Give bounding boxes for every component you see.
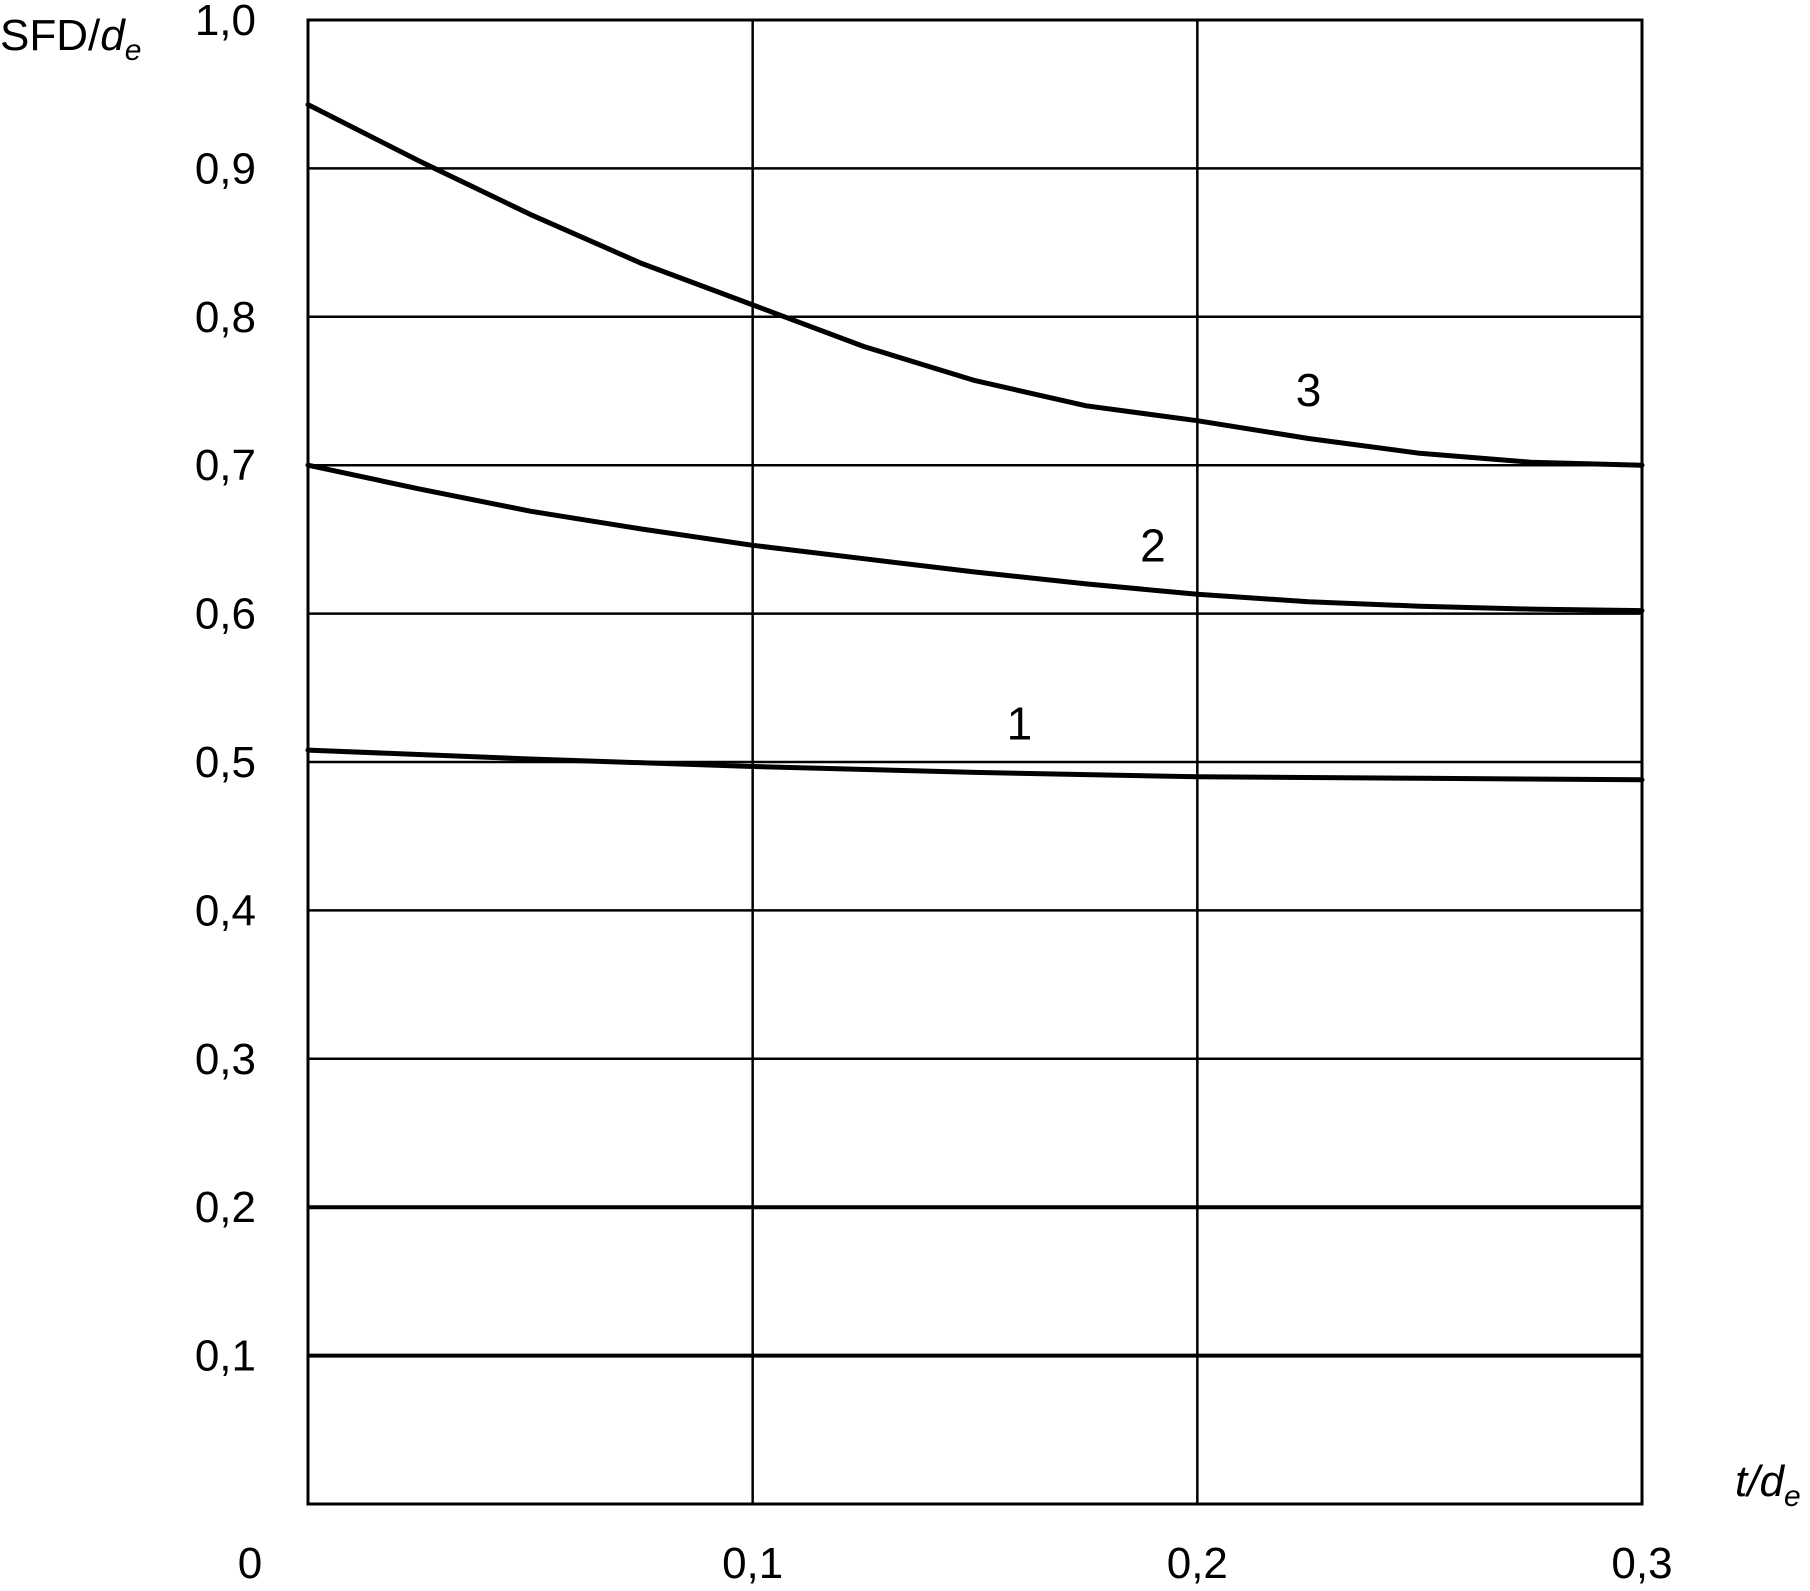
y-tick-label: 0,6 <box>195 590 256 639</box>
series-group <box>305 102 1645 783</box>
x-tick-label: 0 <box>238 1539 262 1586</box>
y-tick-label: 0,8 <box>195 293 256 342</box>
curve-labels: 1 2 3 <box>1007 364 1322 750</box>
y-axis-title-sub: e <box>125 34 142 67</box>
curve-label-2: 2 <box>1140 520 1166 572</box>
series-line-3 <box>305 102 1645 468</box>
x-axis-title-main: t/ <box>1735 1457 1763 1506</box>
series-line-1 <box>305 747 1645 783</box>
x-axis-title-var: d <box>1759 1457 1785 1506</box>
tick-labels: 0,1 0,2 0,3 0,4 0,5 0,6 0,7 0,8 0,9 1,0 0 0,1 0,2 0,3 <box>195 0 1673 1588</box>
y-tick-label: 0,2 <box>195 1183 256 1232</box>
y-tick-label: 0,4 <box>195 886 256 935</box>
y-axis-title: SFD/de <box>0 11 141 67</box>
gridlines <box>308 20 1642 1504</box>
plot-frame <box>306 18 1644 1506</box>
x-axis-title: t/de <box>1735 1457 1801 1513</box>
y-axis-title-var: d <box>100 11 126 60</box>
y-tick-label: 0,3 <box>195 1035 256 1084</box>
curve-label-1: 1 <box>1007 698 1033 750</box>
x-tick-label: 0,1 <box>722 1539 783 1586</box>
y-axis-title-main: SFD/ <box>0 11 101 60</box>
series-line-2 <box>305 462 1645 614</box>
y-tick-label: 0,7 <box>195 441 256 490</box>
y-tick-label: 0,5 <box>195 738 256 787</box>
x-axis-title-sub: e <box>1784 1480 1801 1513</box>
y-tick-label: 1,0 <box>195 0 256 45</box>
x-tick-label: 0,3 <box>1611 1539 1672 1586</box>
curve-label-3: 3 <box>1296 364 1322 416</box>
x-tick-label: 0,2 <box>1167 1539 1228 1586</box>
y-tick-label: 0,9 <box>195 144 256 193</box>
y-tick-label: 0,1 <box>195 1332 256 1381</box>
